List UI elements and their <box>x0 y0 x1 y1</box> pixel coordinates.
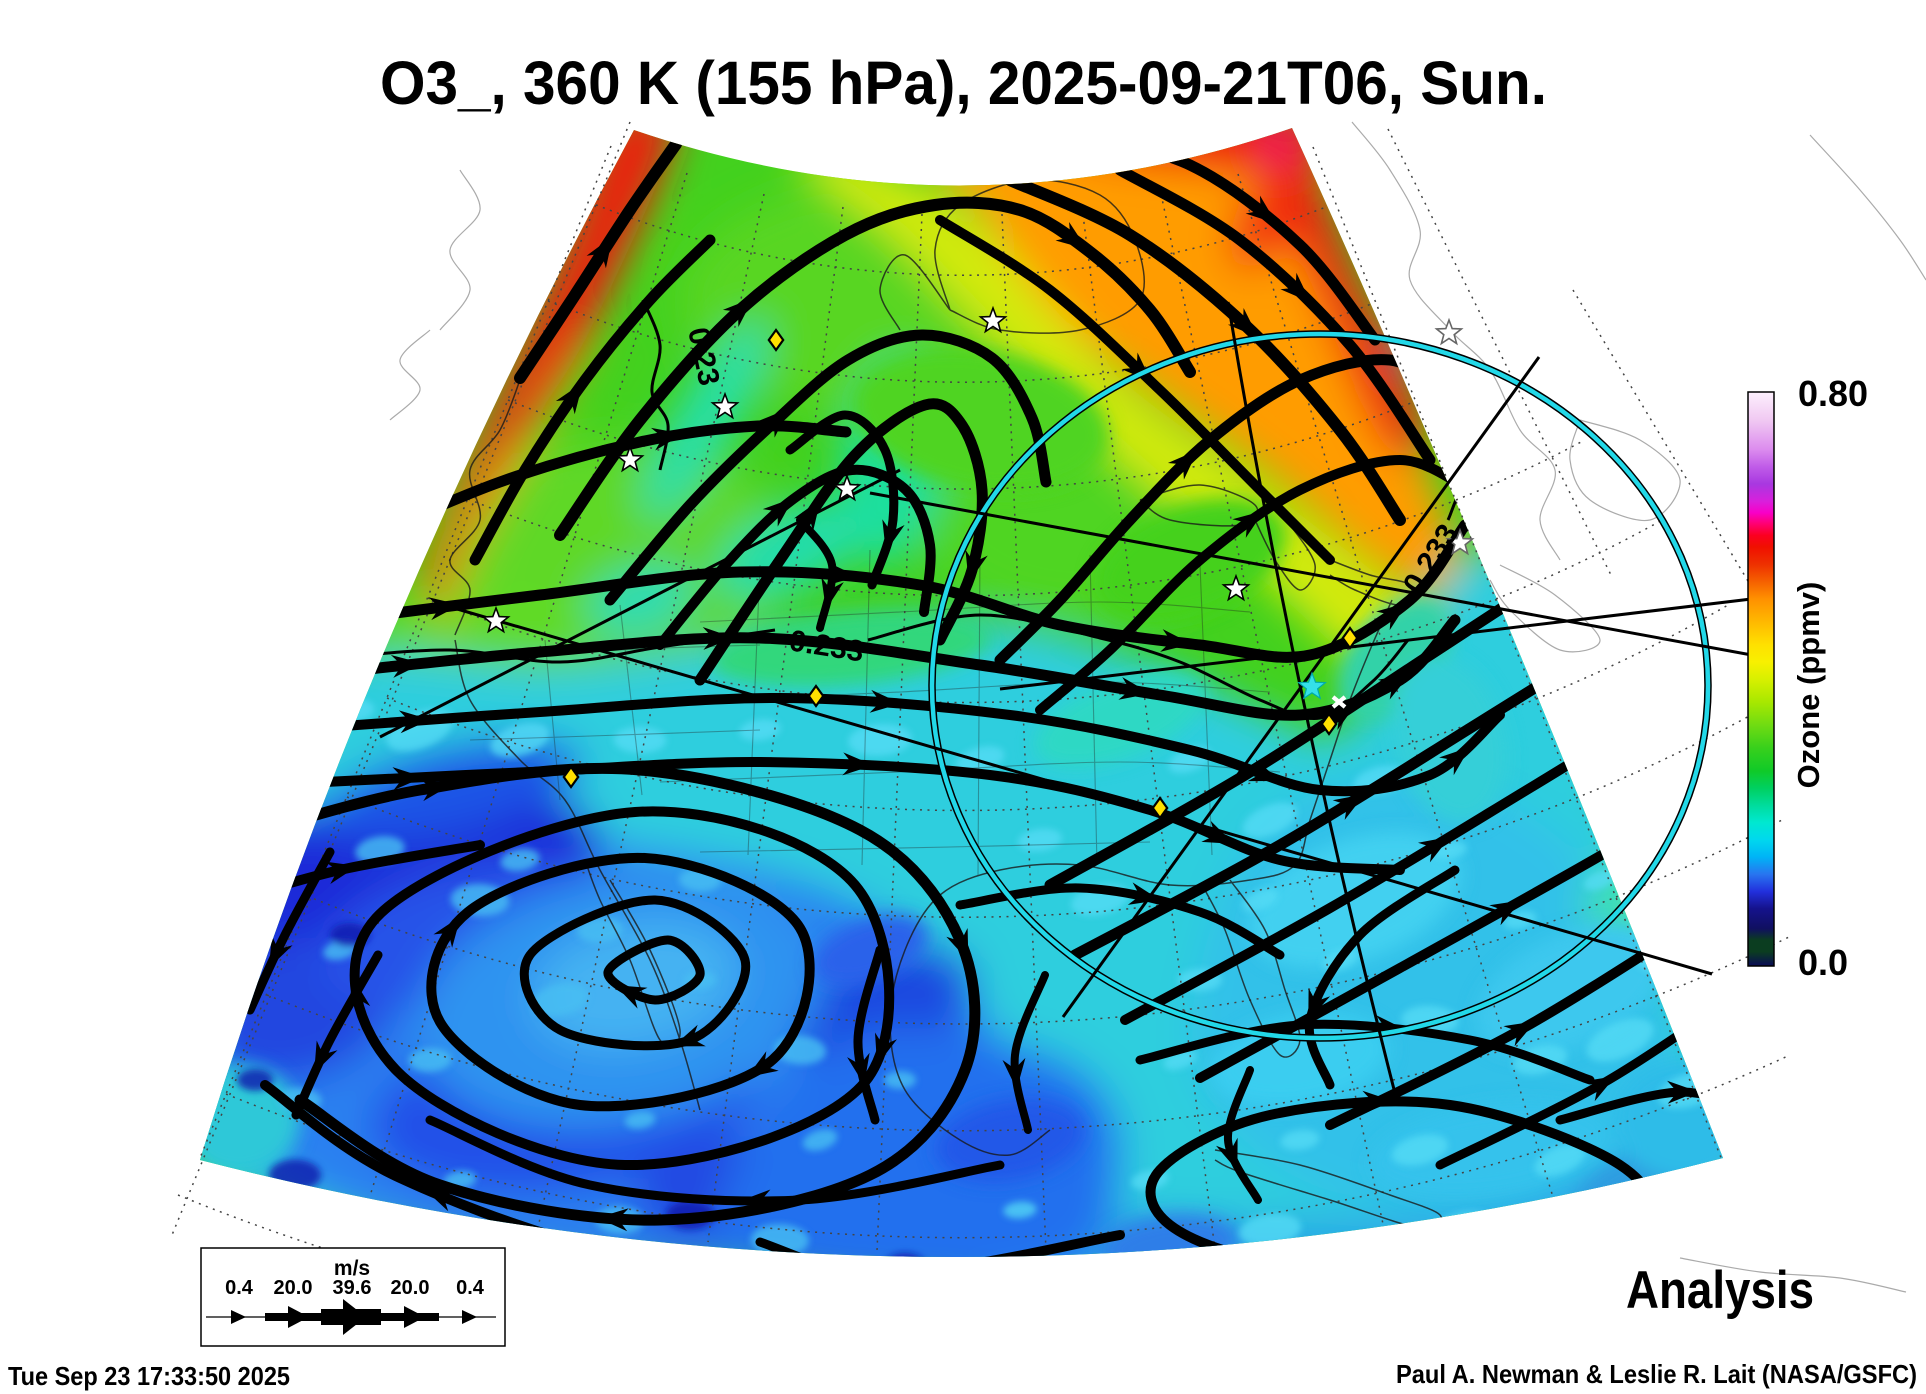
svg-text:20.0: 20.0 <box>274 1277 313 1299</box>
svg-text:Paul A. Newman & Leslie R. Lai: Paul A. Newman & Leslie R. Lait (NASA/GS… <box>1396 1359 1917 1389</box>
svg-text:m/s: m/s <box>334 1257 370 1280</box>
svg-text:O3_, 360 K (155 hPa), 2025-09-: O3_, 360 K (155 hPa), 2025-09-21T06, Sun… <box>380 49 1547 117</box>
svg-text:0.4: 0.4 <box>225 1277 254 1299</box>
svg-text:Ozone (ppmv): Ozone (ppmv) <box>1791 582 1826 789</box>
svg-text:39.6: 39.6 <box>333 1277 372 1299</box>
svg-text:0.80: 0.80 <box>1798 373 1868 414</box>
svg-text:0.0: 0.0 <box>1798 942 1848 983</box>
svg-text:Analysis: Analysis <box>1626 1261 1814 1320</box>
svg-text:0.4: 0.4 <box>456 1277 485 1299</box>
svg-text:Tue Sep 23 17:33:50 2025: Tue Sep 23 17:33:50 2025 <box>8 1361 290 1391</box>
svg-text:20.0: 20.0 <box>391 1277 430 1299</box>
